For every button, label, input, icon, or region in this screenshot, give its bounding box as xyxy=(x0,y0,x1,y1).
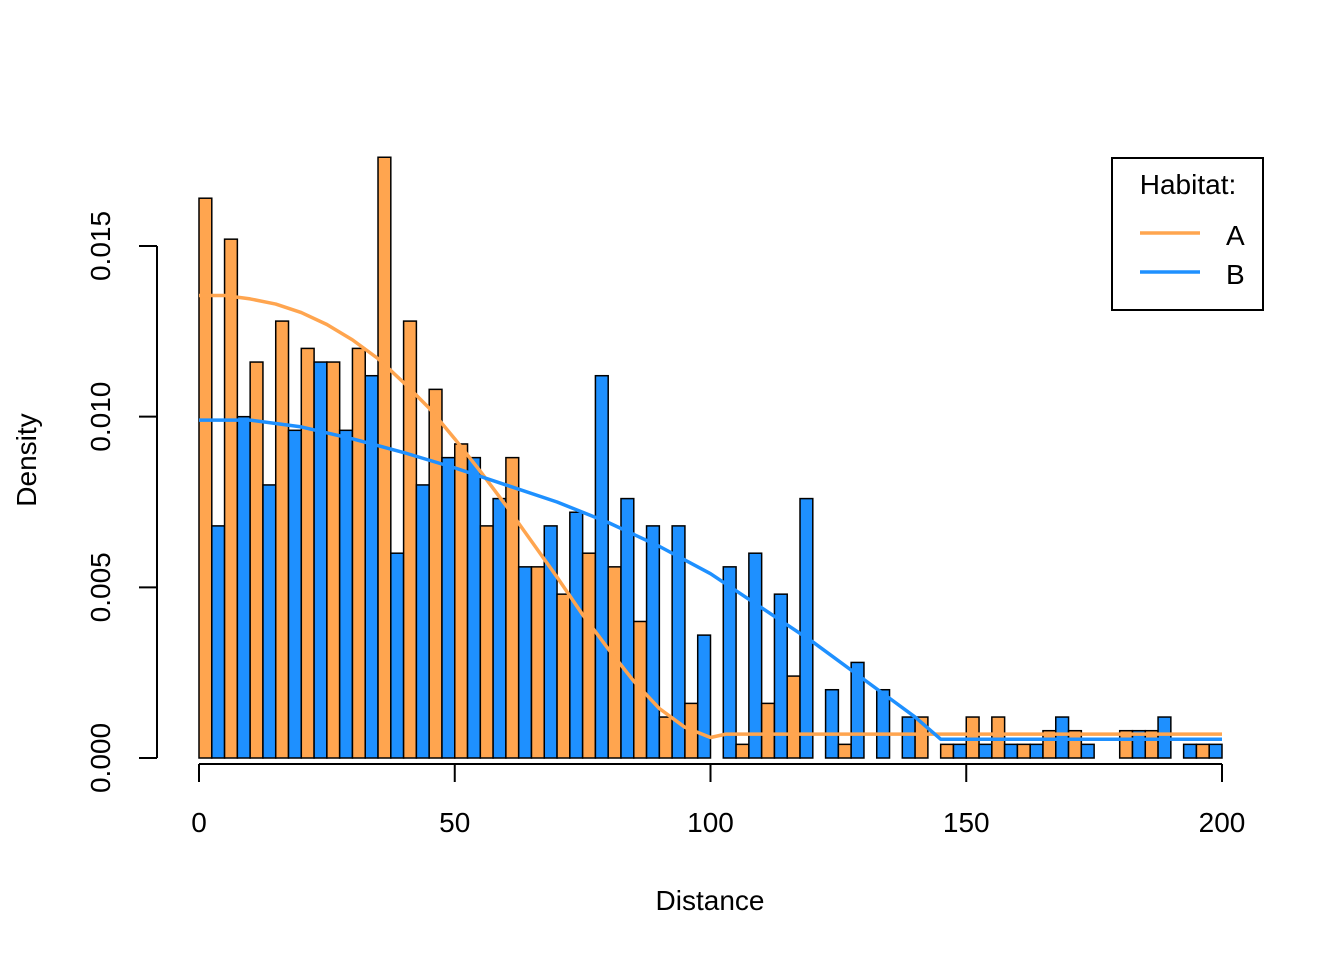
bar-b-25 xyxy=(338,429,354,759)
x-tick-label-200: 200 xyxy=(1199,807,1246,838)
bar-b-10 xyxy=(262,484,277,759)
y-axis-label: Density xyxy=(11,413,42,506)
legend: Habitat: A B xyxy=(1111,157,1264,311)
bar-a-90 xyxy=(658,716,673,759)
bar-a-195 xyxy=(1195,743,1210,759)
bars-layer xyxy=(198,156,1223,759)
bar-b-135 xyxy=(901,716,916,759)
bar-a-50 xyxy=(454,443,469,759)
bar-a-15 xyxy=(274,320,290,759)
x-tick-label-150: 150 xyxy=(943,807,990,838)
bar-b-80 xyxy=(620,497,635,759)
bar-a-20 xyxy=(300,347,315,759)
bar-b-170 xyxy=(1080,743,1095,759)
bar-b-30 xyxy=(364,374,379,759)
density-curve-b xyxy=(199,418,1222,741)
bar-b-35 xyxy=(390,552,405,759)
y-tick-label-1: 0.005 xyxy=(85,552,116,622)
bar-b-105 xyxy=(748,552,763,759)
bar-b-45 xyxy=(441,456,456,759)
bar-b-150 xyxy=(978,743,993,759)
bar-b-195 xyxy=(1208,743,1223,759)
bar-a-45 xyxy=(428,388,443,759)
y-tick-label-3: 0.015 xyxy=(85,211,116,281)
bar-b-90 xyxy=(671,525,686,759)
bar-b-85 xyxy=(645,525,661,759)
x-tick-label-0: 0 xyxy=(191,807,207,838)
bar-a-110 xyxy=(760,702,776,759)
bar-b-75 xyxy=(594,374,609,759)
bar-a-160 xyxy=(1016,743,1031,759)
bar-a-35 xyxy=(377,156,392,759)
bar-a-60 xyxy=(505,456,520,759)
bar-b-160 xyxy=(1029,743,1044,759)
x-tick-label-50: 50 xyxy=(439,807,470,838)
bar-b-0 xyxy=(211,525,226,759)
x-tick-label-100: 100 xyxy=(687,807,734,838)
bar-a-30 xyxy=(351,347,366,759)
bar-b-120 xyxy=(824,688,840,759)
bar-b-115 xyxy=(799,497,814,759)
y-tick-label-2: 0.010 xyxy=(85,382,116,452)
bar-a-5 xyxy=(223,238,239,759)
legend-label-b: B xyxy=(1226,259,1245,290)
bar-a-55 xyxy=(479,525,494,759)
bar-b-50 xyxy=(466,456,482,759)
bar-b-5 xyxy=(236,415,251,759)
bar-b-100 xyxy=(722,566,737,759)
legend-label-a: A xyxy=(1226,220,1245,251)
bar-b-60 xyxy=(517,566,533,759)
bar-a-65 xyxy=(530,566,546,759)
bar-a-145 xyxy=(939,743,955,759)
axes-layer: 0 50 100 150 200 0.000 0.005 0.010 0.015 xyxy=(85,211,1245,838)
bar-b-70 xyxy=(569,511,584,759)
bar-a-105 xyxy=(735,743,750,759)
curves-layer xyxy=(199,293,1222,741)
bar-a-75 xyxy=(581,552,597,759)
bar-a-70 xyxy=(556,593,571,759)
bar-b-145 xyxy=(952,743,968,759)
bar-b-155 xyxy=(1003,743,1019,759)
bar-b-20 xyxy=(313,361,328,759)
x-axis-label: Distance xyxy=(656,885,765,916)
y-tick-label-0: 0.000 xyxy=(85,723,116,793)
bar-a-115 xyxy=(786,675,801,759)
bar-a-0 xyxy=(198,197,213,759)
bar-b-15 xyxy=(287,429,303,759)
legend-title: Habitat: xyxy=(1140,169,1237,200)
bar-b-55 xyxy=(492,497,507,759)
bar-b-190 xyxy=(1182,743,1198,759)
bar-a-25 xyxy=(326,361,341,759)
bar-b-95 xyxy=(696,634,712,759)
density-curve-a xyxy=(199,293,1222,740)
bar-b-40 xyxy=(415,484,430,759)
bar-a-125 xyxy=(837,743,852,759)
bar-b-130 xyxy=(875,688,891,759)
